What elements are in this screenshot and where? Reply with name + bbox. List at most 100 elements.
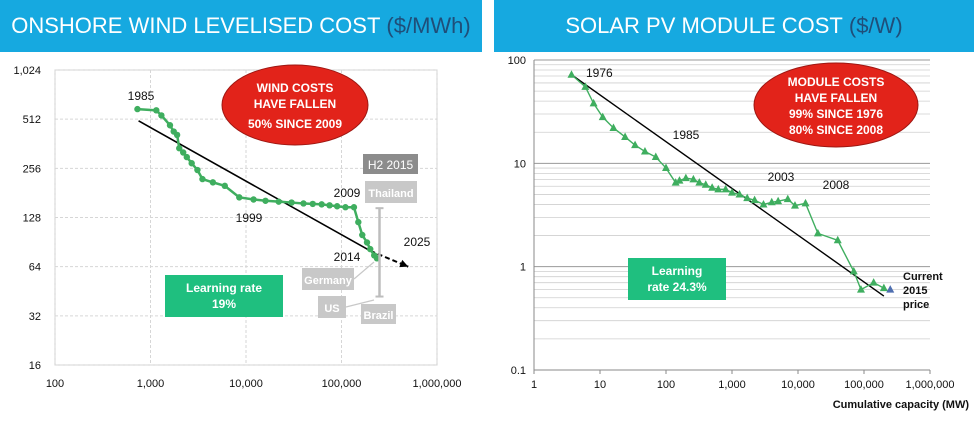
- wind-data-point: [309, 200, 316, 208]
- solar-x-tick-label: 10: [594, 379, 606, 391]
- solar-data-point: [609, 123, 618, 131]
- solar-x-tick-label: 100: [657, 379, 675, 391]
- solar-data-point: [598, 112, 607, 121]
- wind-data-point: [288, 199, 295, 206]
- solar-data-point: [695, 178, 704, 186]
- solar-callout-line2: HAVE FALLEN: [795, 91, 877, 105]
- solar-data-point: [833, 235, 842, 244]
- solar-data-point: [849, 266, 858, 275]
- solar-y-tick-label: 100: [508, 55, 526, 67]
- solar-data-point: [801, 198, 810, 207]
- germany-box: [302, 268, 354, 290]
- wind-data-point: [158, 112, 165, 119]
- wind-chart-banner: ONSHORE WIND LEVELISED COST ($/MWh): [0, 0, 482, 52]
- wind-trend-arrowhead: [399, 259, 409, 268]
- solar-data-point: [640, 147, 649, 155]
- solar-data-point: [701, 180, 710, 188]
- wind-x-tick-label: 10,000: [229, 378, 263, 390]
- solar-callout-ellipse: [753, 62, 919, 148]
- wind-y-tick-label: 32: [29, 311, 41, 323]
- solar-learning-box: [628, 258, 726, 300]
- wind-y-tick-label: 128: [23, 213, 41, 225]
- wind-data-point: [262, 197, 269, 204]
- germany-leader: [353, 261, 375, 280]
- solar-data-point: [689, 174, 698, 183]
- wind-x-tick-label: 100: [46, 378, 64, 390]
- solar-x-tick-label: 1: [531, 379, 537, 391]
- solar-data-point: [671, 178, 680, 186]
- solar-current-price-point: [886, 285, 895, 293]
- wind-data-point: [355, 218, 362, 226]
- wind-data-point: [236, 194, 243, 201]
- solar-data-point: [743, 193, 752, 202]
- wind-data-point: [166, 122, 174, 129]
- thailand-box: [365, 181, 417, 203]
- wind-data-point: [350, 204, 358, 211]
- solar-data-point: [589, 98, 598, 107]
- solar-data-point: [581, 82, 590, 90]
- wind-data-point: [188, 160, 195, 167]
- solar-data-point: [879, 283, 888, 292]
- solar-data-point: [675, 176, 684, 184]
- wind-data-point: [333, 203, 341, 210]
- solar-data-point: [735, 189, 744, 198]
- wind-data-point: [153, 107, 160, 114]
- solar-cost-panel: SOLAR PV MODULE COST ($/W) 0.1 1 10 100 1 10 1…: [494, 0, 974, 422]
- wind-data-point: [359, 231, 366, 239]
- solar-x-axis-title: Cumulative capacity (MW): [833, 399, 970, 411]
- wind-y-tick-label: 16: [29, 360, 41, 372]
- wind-data-point: [209, 179, 217, 186]
- wind-y-tick-label: 512: [23, 114, 41, 126]
- solar-data-point: [567, 70, 576, 78]
- solar-x-tick-label: 100,000: [844, 379, 884, 391]
- solar-cost-chart: 0.1 1 10 100 1 10 100 1,000 10,000 100,000 1,000,0…: [508, 55, 970, 411]
- solar-learning-line2: rate 24.3%: [647, 280, 707, 294]
- wind-data-point: [173, 131, 181, 139]
- brazil-label: Brazil: [364, 310, 394, 322]
- wind-data-point: [183, 153, 191, 161]
- solar-data-point: [621, 132, 630, 140]
- solar-data-point: [774, 196, 783, 205]
- wind-data-point: [367, 245, 374, 253]
- solar-data-point: [662, 163, 670, 172]
- label-1999: 1999: [236, 211, 263, 225]
- current-label-2: 2015: [903, 285, 927, 297]
- label-1976: 1976: [586, 66, 613, 80]
- solar-data-point: [869, 278, 878, 286]
- wind-callout-line1: WIND COSTS: [257, 81, 334, 95]
- wind-learning-line1: Learning rate: [186, 281, 262, 295]
- wind-data-point: [250, 196, 257, 203]
- current-label-1: Current: [903, 271, 943, 283]
- solar-chart-banner: SOLAR PV MODULE COST ($/W): [494, 0, 974, 52]
- wind-data-point: [180, 149, 187, 156]
- wind-x-tick-label: 100,000: [322, 378, 362, 390]
- solar-data-point: [714, 184, 723, 193]
- solar-data-point: [856, 285, 865, 293]
- solar-data-point: [708, 183, 717, 191]
- current-label-3: price: [903, 299, 929, 311]
- thailand-label: Thailand: [368, 188, 413, 200]
- solar-trend-line: [571, 74, 885, 297]
- wind-chart-unit: ($/MWh): [386, 13, 471, 38]
- wind-chart-title: ONSHORE WIND LEVELISED COST: [11, 13, 381, 38]
- wind-x-tick-label: 1,000,000: [413, 378, 462, 390]
- us-leader: [345, 299, 375, 308]
- wind-y-tick-label: 1,024: [13, 65, 41, 77]
- wind-x-tick-label: 1,000: [137, 378, 165, 390]
- solar-data-point: [750, 195, 759, 204]
- wind-data-point: [318, 201, 325, 208]
- label-2008: 2008: [823, 178, 850, 192]
- wind-learning-box: [165, 275, 283, 317]
- wind-data-point: [194, 166, 201, 174]
- h2-2015-label: H2 2015: [368, 158, 414, 172]
- wind-data-point: [221, 182, 229, 190]
- wind-learning-line2: 19%: [212, 297, 236, 311]
- wind-data-point: [363, 239, 371, 246]
- us-label: US: [324, 303, 339, 315]
- wind-data-point: [300, 200, 307, 207]
- solar-y-tick-label: 1: [520, 262, 526, 274]
- wind-callout-ellipse: [221, 64, 369, 146]
- wind-data-point: [326, 202, 333, 209]
- germany-label: Germany: [304, 275, 353, 287]
- solar-callout-line3: 99% SINCE 1976: [789, 107, 883, 121]
